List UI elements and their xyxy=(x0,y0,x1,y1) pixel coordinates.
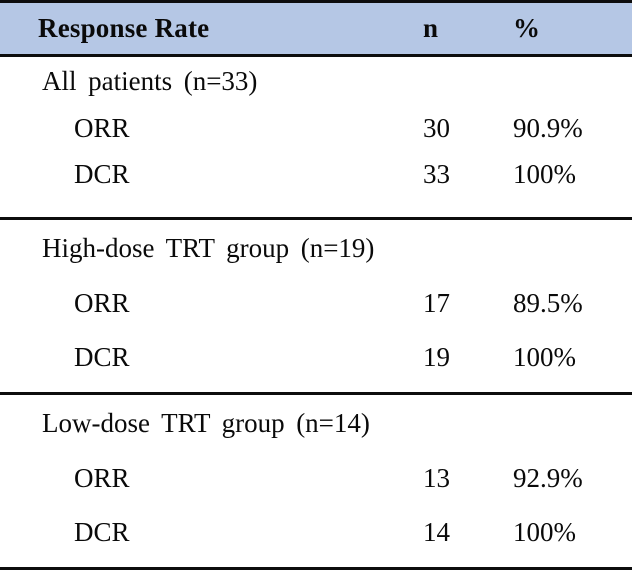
section-label-row: Low-dose TRT group (n=14) xyxy=(0,395,632,451)
table-header-row: Response Rate n % xyxy=(0,0,632,57)
table-row: ORR 13 92.9% xyxy=(0,451,632,505)
row-n-value: 33 xyxy=(423,158,450,189)
section-label-row: High-dose TRT group (n=19) xyxy=(0,220,632,276)
table-row: ORR 30 90.9% xyxy=(0,105,632,151)
row-pct-value: 90.9% xyxy=(513,112,583,143)
row-label: DCR xyxy=(74,341,130,372)
row-n-value: 30 xyxy=(423,112,450,143)
section-label: All patients (n=33) xyxy=(42,65,258,96)
row-pct-value: 100% xyxy=(513,516,576,547)
row-n-value: 19 xyxy=(423,341,450,372)
row-n-value: 14 xyxy=(423,516,450,547)
header-response-rate: Response Rate xyxy=(38,13,210,43)
section-all-patients: All patients (n=33) ORR 30 90.9% DCR 33 … xyxy=(0,57,632,217)
row-label: ORR xyxy=(74,462,130,493)
row-n-value: 13 xyxy=(423,462,450,493)
table-row: DCR 19 100% xyxy=(0,330,632,384)
section-label-row: All patients (n=33) xyxy=(0,57,632,105)
row-n-value: 17 xyxy=(423,287,450,318)
row-pct-value: 92.9% xyxy=(513,462,583,493)
row-label: DCR xyxy=(74,516,130,547)
row-pct-value: 89.5% xyxy=(513,287,583,318)
row-label: ORR xyxy=(74,112,130,143)
section-high-dose-trt: High-dose TRT group (n=19) ORR 17 89.5% … xyxy=(0,217,632,392)
row-label: DCR xyxy=(74,158,130,189)
section-low-dose-trt: Low-dose TRT group (n=14) ORR 13 92.9% D… xyxy=(0,392,632,567)
row-label: ORR xyxy=(74,287,130,318)
table-row: ORR 17 89.5% xyxy=(0,276,632,330)
header-n: n xyxy=(423,13,439,43)
section-label: Low-dose TRT group (n=14) xyxy=(42,407,370,438)
header-percent: % xyxy=(513,13,540,43)
table-row: DCR 14 100% xyxy=(0,505,632,559)
section-label: High-dose TRT group (n=19) xyxy=(42,232,375,263)
row-pct-value: 100% xyxy=(513,341,576,372)
row-pct-value: 100% xyxy=(513,158,576,189)
table-row: DCR 33 100% xyxy=(0,151,632,197)
